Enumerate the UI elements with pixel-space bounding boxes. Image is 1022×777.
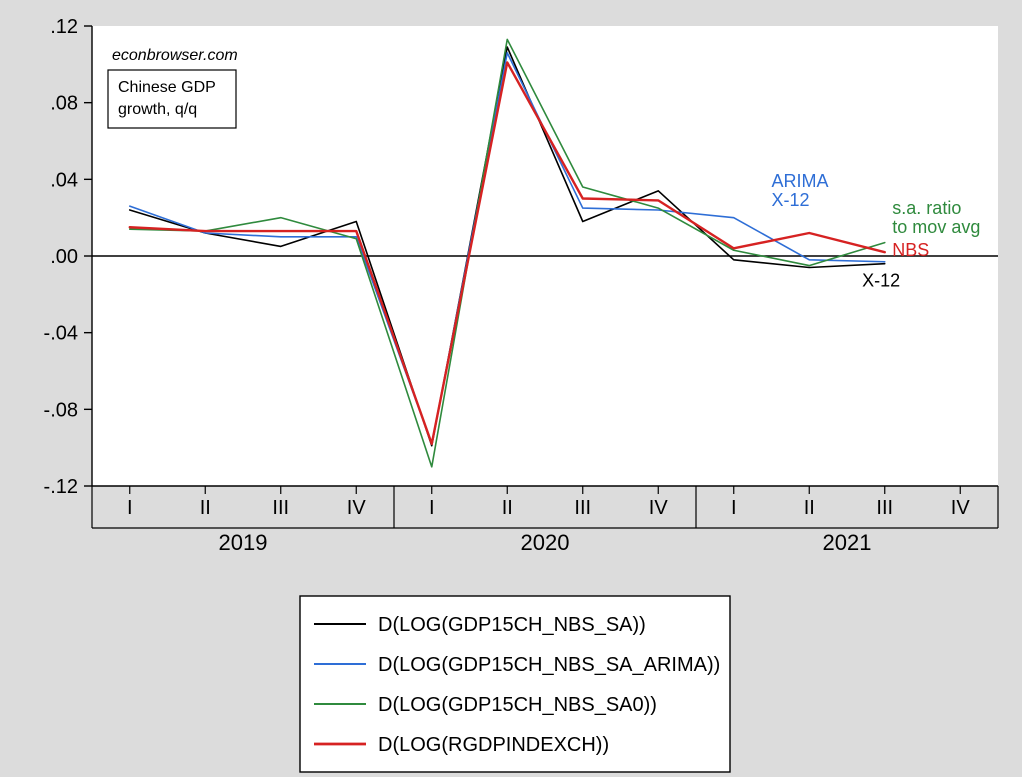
y-tick-label: .12 — [50, 16, 78, 38]
y-tick-label: -.04 — [44, 323, 78, 345]
legend-label: D(LOG(RGDPINDEXCH)) — [378, 734, 609, 756]
y-tick-label: .08 — [50, 93, 78, 115]
x-quarter-label: II — [804, 497, 815, 519]
annotation-arima: ARIMA — [772, 171, 829, 191]
x-quarter-label: I — [731, 497, 737, 519]
x-quarter-label: I — [429, 497, 435, 519]
y-tick-label: -.08 — [44, 399, 78, 421]
x-quarter-label: II — [200, 497, 211, 519]
x-quarter-label: IV — [649, 497, 669, 519]
title-line2: growth, q/q — [118, 101, 197, 118]
x-year-label: 2021 — [823, 530, 872, 555]
title-line1: Chinese GDP — [118, 79, 216, 96]
y-tick-label: .04 — [50, 169, 78, 191]
x-quarter-label: III — [272, 497, 289, 519]
x-quarter-label: IV — [347, 497, 367, 519]
legend-label: D(LOG(GDP15CH_NBS_SA_ARIMA)) — [378, 654, 720, 676]
legend-label: D(LOG(GDP15CH_NBS_SA)) — [378, 614, 646, 636]
x-quarter-label: II — [502, 497, 513, 519]
x-quarter-label: IV — [951, 497, 971, 519]
source-label: econbrowser.com — [112, 47, 238, 64]
x-quarter-label: I — [127, 497, 133, 519]
x-year-label: 2020 — [521, 530, 570, 555]
annotation-x12_black: X-12 — [862, 271, 900, 291]
y-tick-label: -.12 — [44, 476, 78, 498]
y-tick-label: .00 — [50, 246, 78, 268]
legend-label: D(LOG(GDP15CH_NBS_SA0)) — [378, 694, 657, 716]
annotation-x12_blue: X-12 — [772, 190, 810, 210]
x-quarter-label: III — [876, 497, 893, 519]
x-year-label: 2019 — [219, 530, 268, 555]
chart-container: -.12-.08-.04.00.04.08.12IIIIIIIVIIIIIIIV… — [0, 0, 1022, 777]
annotation-tomov: to mov avg — [892, 217, 980, 237]
annotation-nbs: NBS — [892, 240, 929, 260]
x-quarter-label: III — [574, 497, 591, 519]
annotation-sa_ratio: s.a. ratio — [892, 198, 961, 218]
